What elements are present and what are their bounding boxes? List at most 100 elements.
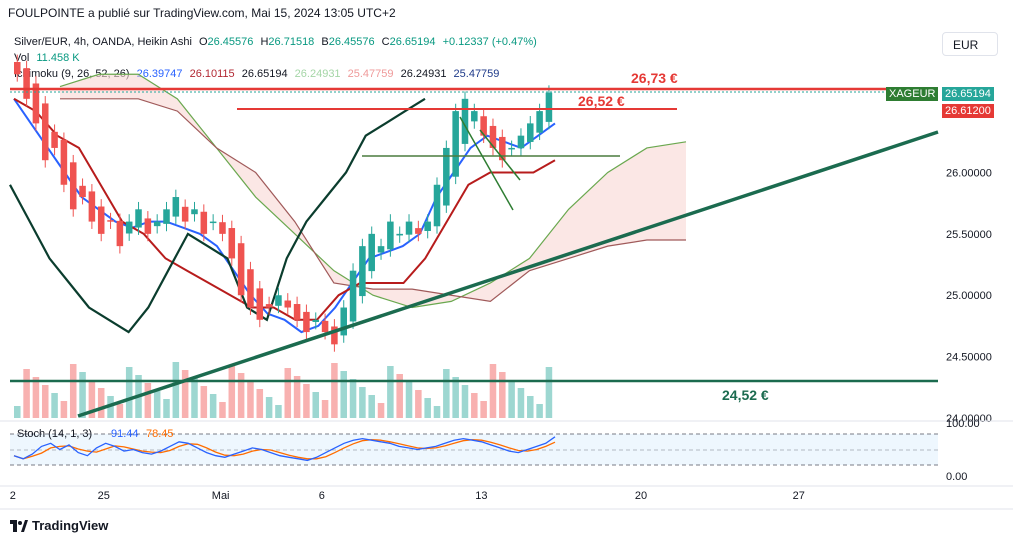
candle-body — [359, 246, 366, 297]
y-tick-label: 25.00000 — [946, 290, 992, 302]
high-value: 26.71518 — [268, 36, 315, 48]
candle-body — [41, 103, 49, 161]
currency-selector[interactable]: EUR — [942, 32, 998, 56]
open-label: O — [198, 36, 208, 48]
stoch-k-value: 91.44 — [111, 428, 139, 440]
candle-body — [51, 131, 58, 148]
volume-bar — [209, 394, 217, 418]
volume-bar — [471, 393, 478, 418]
tradingview-logo-icon — [10, 519, 28, 532]
candles — [14, 54, 553, 352]
stoch-lines — [13, 436, 556, 462]
open-value: 26.45576 — [207, 36, 254, 48]
candle-body — [331, 326, 338, 345]
candle-body — [191, 209, 198, 215]
uptrend-line — [77, 130, 939, 418]
candle-body — [219, 222, 226, 234]
candle-body — [256, 288, 264, 320]
volume-bar — [433, 406, 441, 418]
volume-bar — [443, 369, 450, 418]
candle-body — [107, 220, 114, 222]
volume-bar — [32, 377, 40, 418]
y-tick-label: 24.00000 — [946, 413, 992, 425]
candle-body — [172, 197, 180, 217]
volume-bar — [116, 404, 124, 418]
stoch-k-line — [13, 436, 556, 462]
volume-bar — [191, 378, 198, 418]
volume-bar — [60, 401, 68, 418]
lagging-span-line — [9, 97, 426, 334]
ichimoku-spanb-value: 25.47759 — [347, 68, 394, 80]
high-label: H — [260, 36, 269, 48]
candle-body — [415, 228, 422, 234]
y-tick-label: 26.00000 — [946, 167, 992, 179]
volume-bar — [303, 384, 310, 418]
candle-body — [200, 211, 208, 234]
candle-body — [452, 111, 459, 177]
candle-body — [405, 221, 413, 235]
price-axis: 26.00000 25.50000 25.00000 24.50000 24.00000 — [946, 167, 992, 425]
candle-body — [499, 136, 506, 161]
chart-legend: Silver/EUR, 4h, OANDA, Heikin Ashi O26.4… — [14, 34, 541, 82]
volume-bar — [424, 398, 431, 418]
span-a-line — [59, 73, 687, 309]
close-value: 26.65194 — [389, 36, 436, 48]
x-tick-label: 6 — [319, 490, 325, 502]
candle-body — [443, 147, 450, 206]
volume-bar — [349, 379, 357, 418]
candle-body — [433, 184, 441, 227]
volume-bar — [265, 397, 273, 418]
ohlc-row: Silver/EUR, 4h, OANDA, Heikin Ashi O26.4… — [14, 34, 541, 50]
volume-bar — [321, 400, 329, 418]
stoch-d-value: 78.45 — [146, 428, 174, 440]
ichimoku-extra-value-1: 26.24931 — [400, 68, 447, 80]
ichimoku-cloud — [59, 73, 687, 309]
volume-bar — [293, 376, 301, 418]
candle-body — [303, 311, 310, 333]
candle-body — [293, 304, 301, 320]
volume-bar — [480, 401, 487, 418]
candle-body — [545, 92, 553, 122]
volume-bar — [41, 385, 49, 418]
candle-body — [209, 221, 217, 224]
candle-body — [237, 243, 245, 296]
drawings — [10, 87, 939, 418]
time-axis: 2 25 Mai 6 13 20 27 — [10, 490, 805, 502]
volume-bar — [499, 372, 506, 418]
candle-body — [247, 269, 254, 308]
candle-body — [181, 206, 189, 222]
candle-body — [275, 295, 282, 306]
symbol-tag: XAGEUR — [886, 87, 939, 101]
publish-header: FOULPOINTE a publié sur TradingView.com,… — [8, 6, 396, 20]
volume-bar — [172, 362, 180, 418]
volume-bar — [387, 366, 394, 418]
volume-label[interactable]: Vol — [14, 52, 30, 64]
candle-body — [396, 233, 403, 236]
span-b-line — [60, 98, 686, 303]
x-tick-label: 27 — [793, 490, 805, 502]
x-tick-label: 25 — [98, 490, 110, 502]
candle-body — [536, 111, 543, 133]
volume-bar — [359, 387, 366, 418]
close-label: C — [381, 36, 390, 48]
level-annotation-mid: 26,52 € — [578, 93, 625, 109]
volume-bar — [377, 403, 385, 418]
candle-body — [79, 185, 86, 198]
candle-body — [489, 125, 497, 148]
volume-bar — [153, 391, 161, 418]
volume-bar — [452, 377, 459, 418]
volume-bar — [14, 406, 21, 418]
volume-bar — [405, 382, 413, 418]
volume-bar — [545, 367, 553, 418]
candle-body — [312, 319, 320, 322]
candle-body — [88, 191, 96, 222]
candle-body — [135, 209, 142, 228]
candle-body — [265, 304, 273, 308]
footer-brand[interactable]: TradingView — [10, 518, 108, 533]
volume-bar — [489, 364, 497, 418]
stoch-label[interactable]: Stoch (14, 1, 3) — [17, 428, 92, 440]
candle-body — [125, 221, 133, 234]
volume-bar — [228, 365, 236, 418]
symbol-label[interactable]: Silver/EUR, 4h, OANDA, Heikin Ashi — [14, 36, 192, 48]
